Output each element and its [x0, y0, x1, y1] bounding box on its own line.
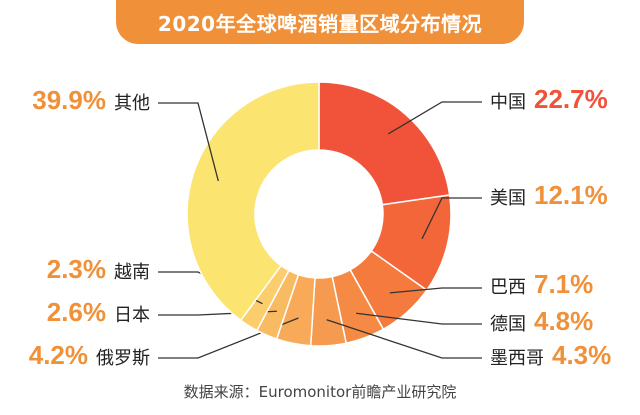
label-德国: 德国 4.8% — [490, 306, 593, 336]
label-value: 2.6% — [47, 297, 106, 327]
label-value: 39.9% — [32, 85, 106, 115]
label-美国: 美国 12.1% — [490, 180, 608, 210]
label-value: 4.3% — [552, 340, 611, 370]
leader-line-中国 — [388, 101, 482, 135]
label-name: 中国 — [490, 92, 526, 113]
label-name: 日本 — [114, 305, 150, 326]
label-value: 22.7% — [534, 84, 608, 114]
slice-中国 — [318, 81, 451, 206]
leader-line-德国 — [356, 312, 482, 325]
label-name: 墨西哥 — [490, 348, 544, 369]
label-俄罗斯: 4.2% 俄罗斯 — [29, 340, 150, 370]
label-中国: 中国 22.7% — [490, 84, 608, 114]
label-value: 4.2% — [29, 340, 88, 370]
label-value: 7.1% — [534, 269, 593, 299]
label-name: 越南 — [114, 262, 150, 283]
label-name: 美国 — [490, 188, 526, 209]
leader-line-巴西 — [389, 287, 482, 294]
label-name: 巴西 — [490, 277, 526, 298]
label-value: 4.8% — [534, 306, 593, 336]
label-日本: 2.6% 日本 — [47, 297, 150, 327]
label-越南: 2.3% 越南 — [47, 254, 150, 284]
leader-line-美国 — [421, 197, 482, 240]
label-name: 德国 — [490, 314, 526, 335]
leader-line-墨西哥 — [326, 319, 482, 359]
label-name: 俄罗斯 — [96, 348, 150, 369]
label-墨西哥: 墨西哥 4.3% — [490, 340, 611, 370]
slice-其他 — [186, 81, 320, 322]
leader-line-其他 — [158, 102, 219, 182]
label-value: 12.1% — [534, 180, 608, 210]
label-其他: 39.9% 其他 — [32, 85, 150, 115]
label-name: 其他 — [114, 93, 150, 114]
chart-title: 2020年全球啤酒销量区域分布情况 — [116, 0, 524, 44]
source-note: 数据来源：Euromonitor前瞻产业研究院 — [183, 383, 457, 401]
label-巴西: 巴西 7.1% — [490, 269, 593, 299]
label-value: 2.3% — [47, 254, 106, 284]
